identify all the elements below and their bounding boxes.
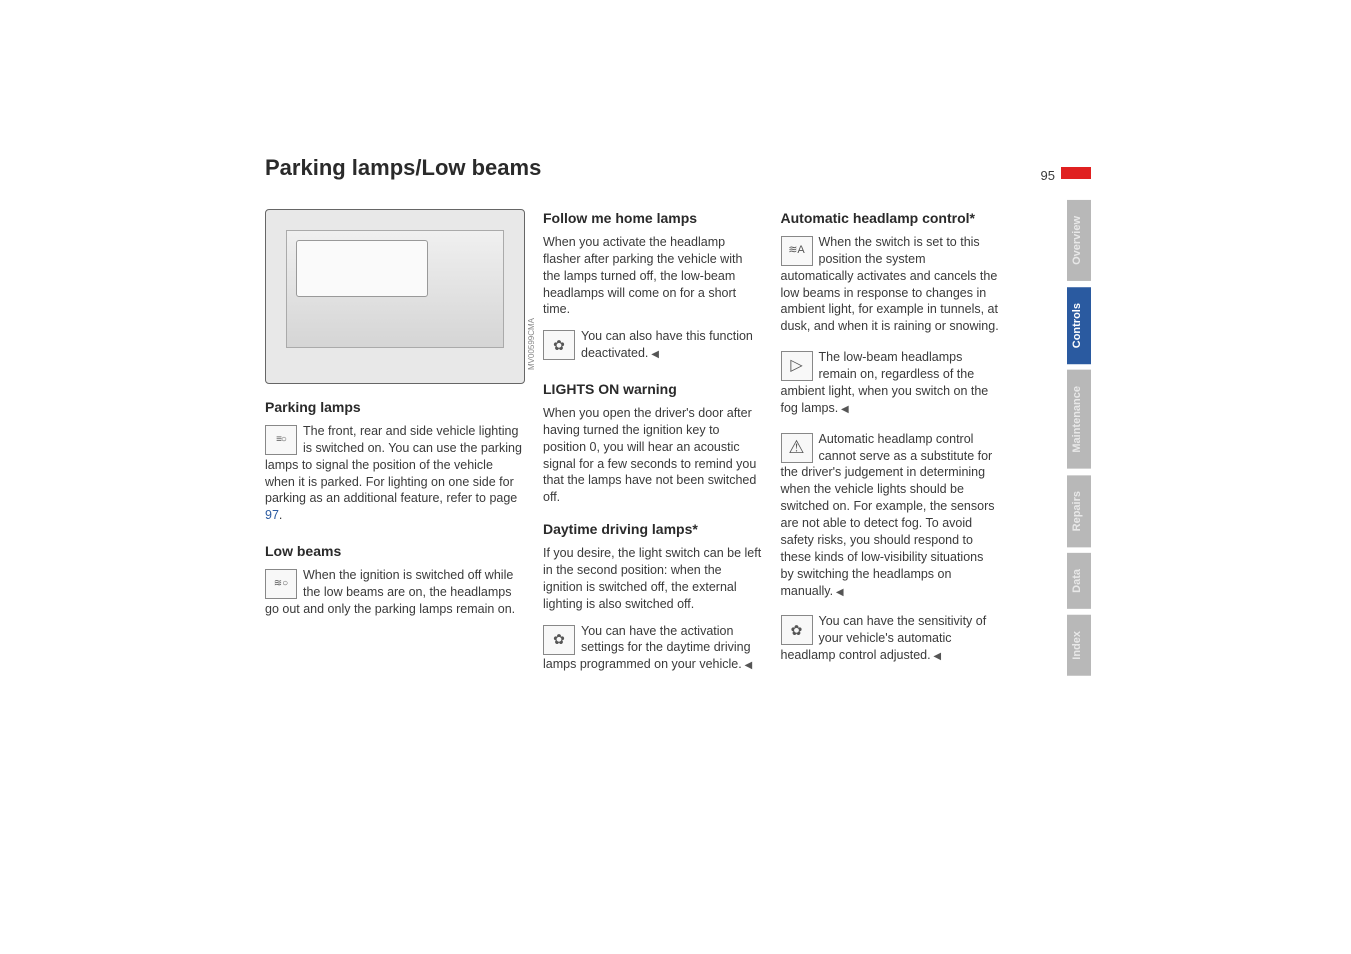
heading-daytime: Daytime driving lamps* bbox=[543, 520, 763, 539]
page-number: 95 bbox=[1041, 168, 1055, 183]
daytime-note: You can have the activation settings for… bbox=[543, 623, 763, 674]
info-icon bbox=[781, 351, 813, 381]
accent-bar bbox=[1061, 167, 1091, 179]
tab-index[interactable]: Index bbox=[1067, 615, 1091, 676]
auto-headlamp-warning: Automatic headlamp control cannot serve … bbox=[781, 431, 1001, 600]
tab-repairs[interactable]: Repairs bbox=[1067, 475, 1091, 547]
column-3: Automatic headlamp control* When the swi… bbox=[781, 209, 1001, 677]
dealer-icon bbox=[543, 625, 575, 655]
parking-lamp-icon bbox=[265, 425, 297, 455]
light-switch-illustration bbox=[265, 209, 525, 384]
heading-parking-lamps: Parking lamps bbox=[265, 398, 525, 417]
low-beams-text: When the ignition is switched off while … bbox=[265, 567, 525, 618]
auto-headlamp-note2: You can have the sensitivity of your veh… bbox=[781, 613, 1001, 664]
tab-data[interactable]: Data bbox=[1067, 553, 1091, 609]
daytime-text: If you desire, the light switch can be l… bbox=[543, 545, 763, 613]
page-ref-link[interactable]: 97 bbox=[265, 508, 279, 522]
content-columns: MV00599CMA Parking lamps The front, rear… bbox=[265, 209, 1000, 677]
dealer-icon bbox=[781, 615, 813, 645]
heading-follow-me-home: Follow me home lamps bbox=[543, 209, 763, 228]
tab-overview[interactable]: Overview bbox=[1067, 200, 1091, 281]
image-caption: MV00599CMA bbox=[527, 318, 538, 370]
tab-controls[interactable]: Controls bbox=[1067, 287, 1091, 364]
parking-lamps-text: The front, rear and side vehicle lightin… bbox=[265, 423, 525, 524]
tab-maintenance[interactable]: Maintenance bbox=[1067, 370, 1091, 469]
column-2: Follow me home lamps When you activate t… bbox=[543, 209, 763, 677]
heading-lights-on: LIGHTS ON warning bbox=[543, 380, 763, 399]
lights-on-text: When you open the driver's door after ha… bbox=[543, 405, 763, 506]
follow-me-home-note: You can also have this function deactiva… bbox=[543, 328, 763, 362]
column-1: MV00599CMA Parking lamps The front, rear… bbox=[265, 209, 525, 677]
page-title: Parking lamps/Low beams bbox=[265, 155, 1000, 181]
heading-auto-headlamp: Automatic headlamp control* bbox=[781, 209, 1001, 228]
section-tabs: Overview Controls Maintenance Repairs Da… bbox=[1067, 200, 1091, 682]
dealer-icon bbox=[543, 330, 575, 360]
auto-headlamp-note1: The low-beam headlamps remain on, regard… bbox=[781, 349, 1001, 417]
warning-icon bbox=[781, 433, 813, 463]
auto-headlamp-icon bbox=[781, 236, 813, 266]
follow-me-home-text: When you activate the headlamp flasher a… bbox=[543, 234, 763, 318]
heading-low-beams: Low beams bbox=[265, 542, 525, 561]
auto-headlamp-text: When the switch is set to this position … bbox=[781, 234, 1001, 335]
low-beam-icon bbox=[265, 569, 297, 599]
